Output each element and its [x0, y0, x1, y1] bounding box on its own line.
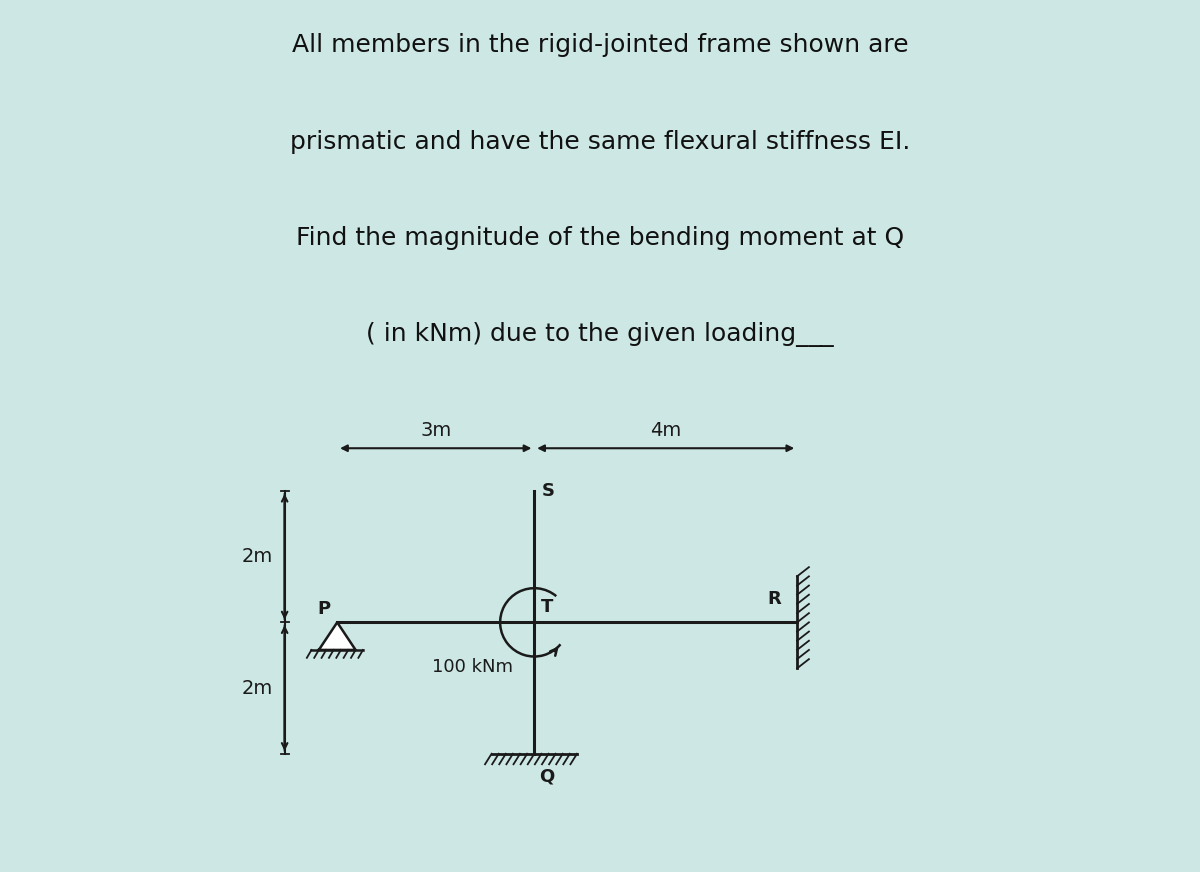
Text: P: P [318, 601, 331, 618]
Text: 2m: 2m [241, 678, 272, 698]
Text: S: S [542, 482, 556, 501]
Text: Q: Q [540, 767, 554, 786]
Text: 2m: 2m [241, 547, 272, 566]
Text: 4m: 4m [650, 421, 682, 440]
Text: All members in the rigid-jointed frame shown are: All members in the rigid-jointed frame s… [292, 33, 908, 58]
Text: 100 kNm: 100 kNm [432, 657, 514, 676]
Text: T: T [541, 598, 553, 617]
Polygon shape [319, 623, 355, 650]
Text: prismatic and have the same flexural stiffness EI.: prismatic and have the same flexural sti… [290, 130, 910, 153]
Text: ( in kNm) due to the given loading___: ( in kNm) due to the given loading___ [366, 323, 834, 347]
Text: R: R [768, 590, 781, 608]
Text: Find the magnitude of the bending moment at Q: Find the magnitude of the bending moment… [296, 226, 904, 250]
Text: 3m: 3m [420, 421, 451, 440]
